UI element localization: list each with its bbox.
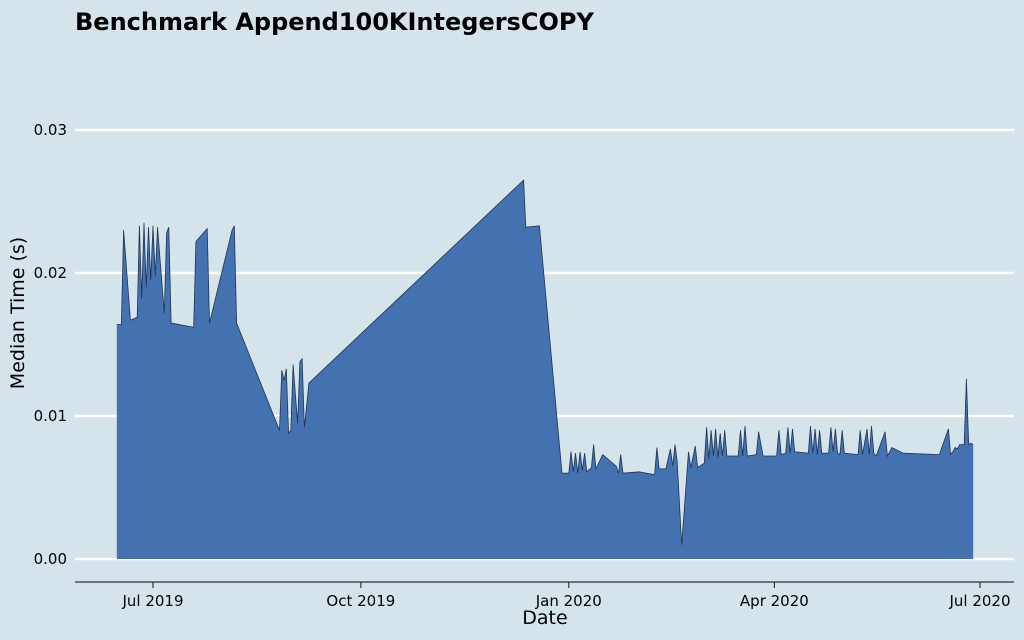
y-tick-label: 0.00 — [34, 550, 67, 568]
area-fill — [116, 180, 974, 559]
y-axis: 0.00 0.01 0.02 0.03 — [34, 121, 67, 568]
series-line — [116, 179, 974, 545]
x-tick-label: Apr 2020 — [740, 592, 809, 610]
area-layer — [116, 179, 974, 559]
x-axis: Jul 2019 Oct 2019 Jan 2020 Apr 2020 Jul 2020 — [75, 581, 1014, 610]
x-tick-label: Jul 2019 — [121, 592, 183, 610]
x-tick-label: Jul 2020 — [948, 592, 1010, 610]
y-axis-label: Median Time (s) — [7, 237, 29, 389]
x-tick-label: Oct 2019 — [326, 592, 395, 610]
x-axis-label: Date — [522, 607, 567, 629]
chart-title: Benchmark Append100KIntegersCOPY — [75, 8, 594, 36]
x-tick-label: Jan 2020 — [535, 592, 602, 610]
y-tick-label: 0.02 — [34, 264, 67, 282]
y-tick-label: 0.03 — [34, 121, 67, 139]
y-tick-label: 0.01 — [34, 407, 67, 425]
